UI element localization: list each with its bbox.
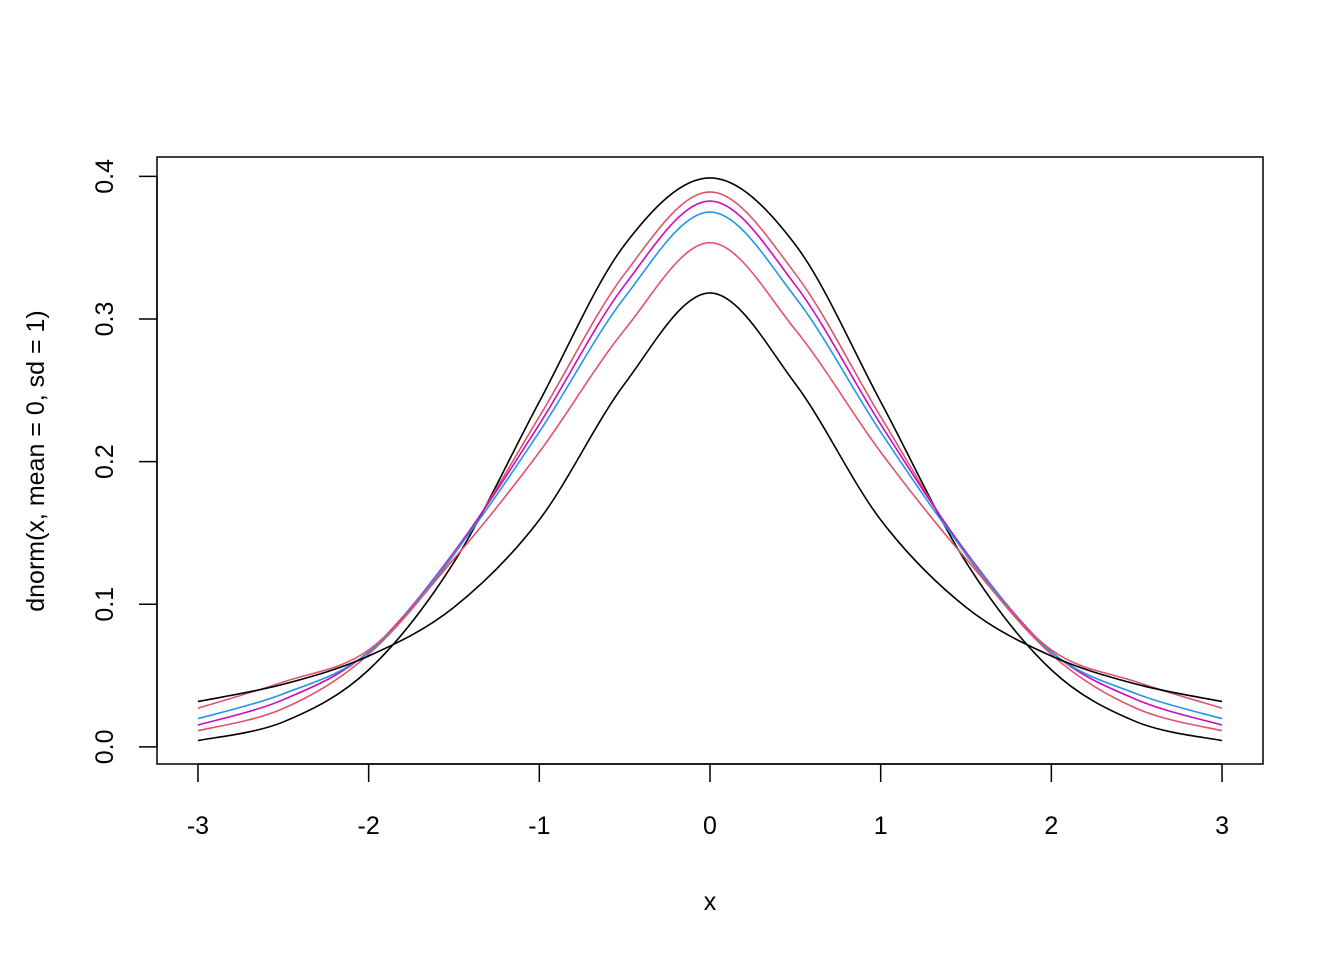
x-axis-label: x [704, 888, 717, 916]
y-axis-label: dnorm(x, mean = 0, sd = 1) [22, 310, 50, 612]
x-tick-label: -1 [528, 812, 550, 840]
series-line-2 [197, 191, 1223, 732]
x-tick-label: -2 [358, 812, 380, 840]
series-line-1 [197, 177, 1223, 742]
y-tick-label: 0.3 [91, 302, 119, 337]
y-axis: 0.0 0.1 0.2 0.3 0.4 [91, 159, 158, 765]
x-tick-label: 0 [703, 812, 717, 840]
x-axis: -3 -2 -1 0 1 2 3 [187, 763, 1229, 840]
series-lines [197, 177, 1223, 742]
x-tick-label: 1 [874, 812, 888, 840]
y-tick-label: 0.2 [91, 444, 119, 479]
x-tick-label: 2 [1044, 812, 1058, 840]
series-line-5 [197, 241, 1223, 709]
y-tick-label: 0.0 [91, 730, 119, 765]
series-line-6 [197, 292, 1223, 703]
y-tick-label: 0.1 [91, 587, 119, 622]
x-tick-label: 3 [1215, 812, 1229, 840]
y-tick-label: 0.4 [91, 159, 119, 194]
x-tick-label: -3 [187, 812, 209, 840]
